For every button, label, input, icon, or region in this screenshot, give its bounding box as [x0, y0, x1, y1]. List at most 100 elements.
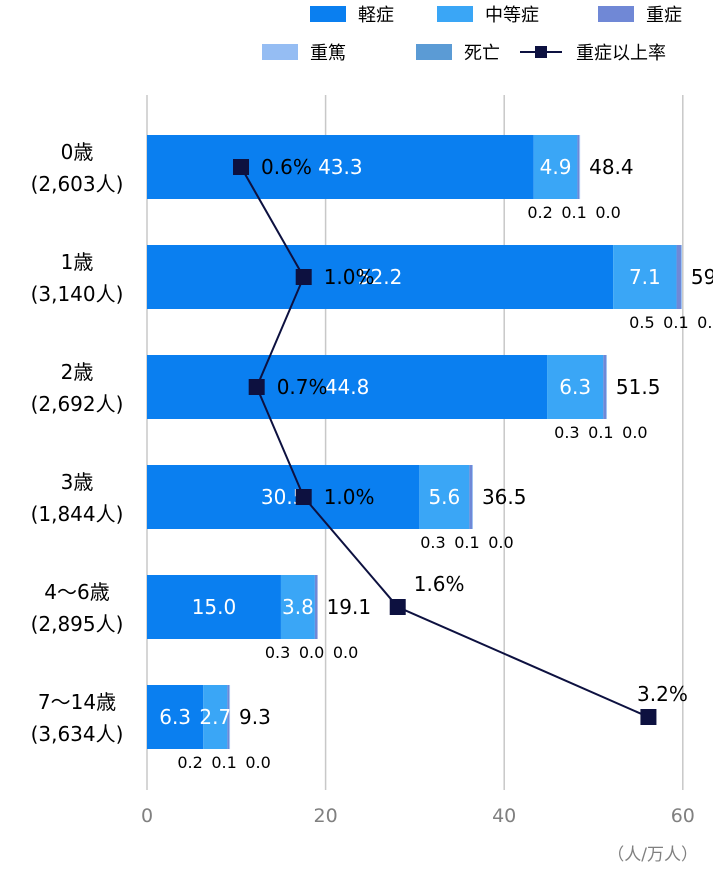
- rate-marker: [248, 379, 265, 395]
- rate-label: 3.2%: [637, 682, 688, 706]
- rate-line-path: [240, 166, 649, 718]
- bar-segment: [147, 355, 548, 419]
- category-label: (2,895人): [31, 612, 124, 636]
- data-label: 0.1: [454, 533, 479, 552]
- bar-segment: [147, 245, 614, 309]
- bar-segment: [472, 465, 473, 529]
- bar-segment: [419, 465, 470, 529]
- category-label: 1歳: [61, 250, 94, 274]
- bar-labels: 43.3 4.9 48.4 0.2 0.1 0.0 52.2 7.1 59.9 0.5 0.1 0.0…: [159, 155, 713, 772]
- data-label: 52.2: [358, 265, 403, 289]
- x-tick-label: 40: [492, 805, 516, 827]
- data-label: 3.8: [282, 595, 314, 619]
- bar-segment: [606, 355, 607, 419]
- category-label: (2,603人): [31, 172, 124, 196]
- bar-segment: [603, 355, 607, 419]
- bar-segment: [203, 685, 228, 749]
- bar-segment: [314, 575, 318, 639]
- data-label: 0.0: [697, 313, 713, 332]
- legend-swatch: [310, 6, 346, 22]
- category-label: 3歳: [61, 470, 94, 494]
- bar-segment: [147, 575, 281, 639]
- bar-segment: [676, 245, 682, 309]
- legend-label: 重篤: [310, 43, 346, 64]
- category-label: 0歳: [61, 140, 94, 164]
- data-label: 0.1: [588, 423, 613, 442]
- category-label: 4〜6歳: [44, 580, 109, 604]
- bar-segment: [229, 685, 231, 749]
- total-label: 19.1: [327, 595, 372, 619]
- data-label: 2.7: [199, 705, 231, 729]
- data-label: 0.1: [663, 313, 688, 332]
- rate-label: 1.0%: [324, 485, 375, 509]
- data-label: 44.8: [325, 375, 370, 399]
- data-label: 0.2: [527, 203, 552, 222]
- category-labels: 0歳 (2,603人) 1歳 (3,140人) 2歳 (2,692人) 3歳 (1,844人)…: [31, 140, 124, 746]
- data-label: 0.0: [245, 753, 270, 772]
- data-label: 0.3: [420, 533, 445, 552]
- rate-line: 0.6% 1.0% 0.7% 1.0% 1.6% 3.2%: [233, 155, 688, 725]
- bar-segment: [533, 135, 578, 199]
- rate-label: 0.6%: [261, 155, 312, 179]
- x-axis-ticks: 0 20 40 60: [141, 805, 695, 827]
- total-label: 59.9: [691, 265, 713, 289]
- total-label: 51.5: [616, 375, 661, 399]
- bar-segment: [681, 245, 682, 309]
- data-label: 43.3: [318, 155, 363, 179]
- category-label: (3,140人): [31, 282, 124, 306]
- legend-swatch: [262, 44, 298, 60]
- data-label: 0.0: [622, 423, 647, 442]
- bar-segment: [613, 245, 677, 309]
- total-label: 9.3: [239, 705, 271, 729]
- rate-marker: [640, 709, 657, 725]
- x-tick-label: 0: [141, 805, 153, 827]
- x-tick-label: 20: [314, 805, 338, 827]
- data-label: 0.5: [629, 313, 654, 332]
- gridlines: [146, 95, 684, 790]
- legend-label: 中等症: [485, 5, 539, 26]
- x-tick-label: 60: [671, 805, 695, 827]
- legend-label: 軽症: [358, 5, 394, 26]
- rate-label: 1.0%: [324, 265, 375, 289]
- data-label: 0.0: [299, 643, 324, 662]
- rate-label: 1.6%: [414, 572, 465, 596]
- bar-segment: [147, 135, 534, 199]
- rate-marker: [389, 599, 406, 615]
- data-label: 0.2: [177, 753, 202, 772]
- data-label: 7.1: [629, 265, 661, 289]
- data-label: 0.1: [561, 203, 586, 222]
- data-label: 0.3: [554, 423, 579, 442]
- data-label: 5.6: [428, 485, 460, 509]
- legend-swatch: [598, 6, 634, 22]
- bars: [147, 135, 682, 749]
- data-label: 15.0: [192, 595, 237, 619]
- bar-segment: [547, 355, 604, 419]
- bar-segment: [469, 465, 473, 529]
- rate-marker: [295, 269, 312, 285]
- rate-marker: [295, 489, 312, 505]
- data-label: 6.3: [159, 705, 191, 729]
- bar-segment: [147, 685, 204, 749]
- category-label: (2,692人): [31, 392, 124, 416]
- rate-label: 0.7%: [277, 375, 328, 399]
- legend-marker: [535, 46, 547, 58]
- total-label: 36.5: [482, 485, 527, 509]
- category-label: 2歳: [61, 360, 94, 384]
- data-label: 6.3: [559, 375, 591, 399]
- legend-label: 重症以上率: [576, 43, 666, 64]
- category-label: 7〜14歳: [38, 690, 116, 714]
- legend-swatch: [416, 44, 452, 60]
- total-label: 48.4: [589, 155, 634, 179]
- bar-segment: [577, 135, 580, 199]
- data-label: 0.0: [333, 643, 358, 662]
- data-label: 0.1: [211, 753, 236, 772]
- legend-label: 死亡: [464, 43, 500, 64]
- category-label: (3,634人): [31, 722, 124, 746]
- data-label: 0.3: [265, 643, 290, 662]
- x-axis-unit: （人/万人）: [607, 845, 698, 865]
- data-label: 0.0: [595, 203, 620, 222]
- data-label: 0.0: [488, 533, 513, 552]
- bar-segment: [280, 575, 315, 639]
